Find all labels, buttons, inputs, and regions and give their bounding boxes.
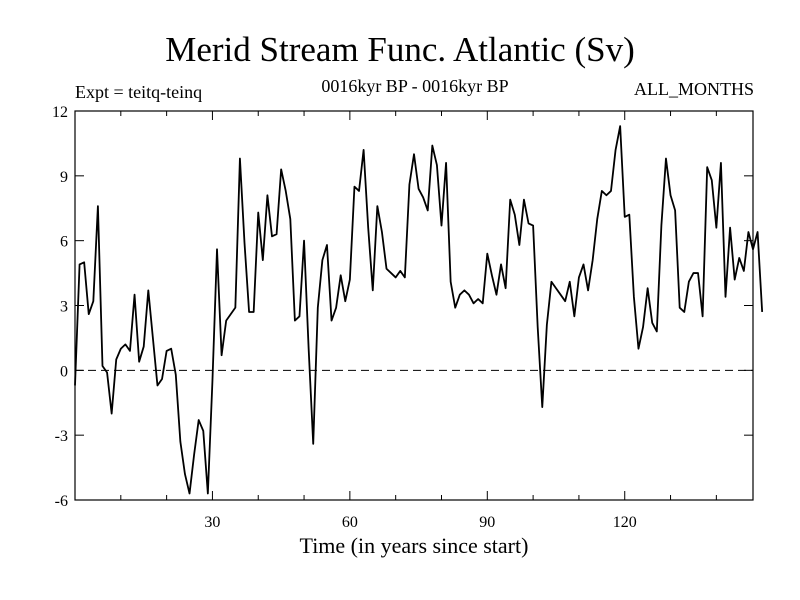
tick-label-layer: -6 -3 0 3 6 9 12 30 60 90 120 [52,104,637,531]
y-tick-label: -3 [55,428,68,445]
chart-title: Merid Stream Func. Atlantic (Sv) [165,30,635,69]
x-tick-label: 120 [613,514,637,531]
x-axis-label: Time (in years since start) [299,533,529,558]
y-tick-label: 6 [60,234,68,251]
y-tick-label: 9 [60,169,68,186]
x-tick-label: 30 [204,514,220,531]
x-tick-label: 60 [342,514,358,531]
y-tick-label: 3 [60,299,68,316]
axes-layer [74,110,754,501]
y-tick-label: 0 [60,363,68,380]
x-tick-label: 90 [479,514,495,531]
series-line-0 [74,125,764,495]
period-label: 0016kyr BP - 0016kyr BP [321,76,509,96]
y-tick-label: 12 [52,104,68,121]
months-label: ALL_MONTHS [634,79,754,99]
series-layer [74,125,764,495]
plot-frame [74,110,754,501]
y-tick-label: -6 [55,493,68,510]
experiment-label: Expt = teitq-teinq [75,82,203,102]
